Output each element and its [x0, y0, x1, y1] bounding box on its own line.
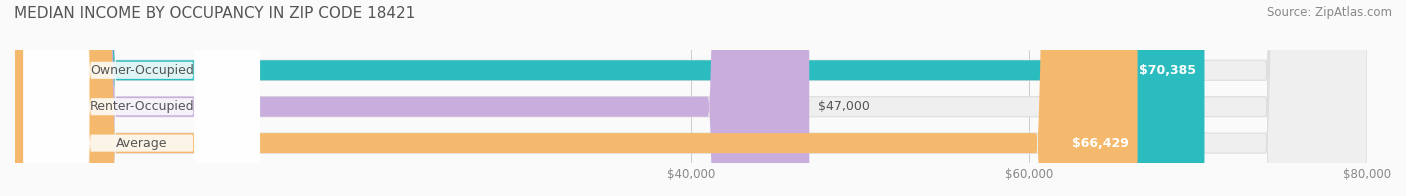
FancyBboxPatch shape — [15, 0, 1205, 196]
FancyBboxPatch shape — [24, 0, 260, 196]
Text: Average: Average — [115, 137, 167, 150]
FancyBboxPatch shape — [24, 0, 260, 196]
FancyBboxPatch shape — [15, 0, 1367, 196]
FancyBboxPatch shape — [15, 0, 810, 196]
FancyBboxPatch shape — [24, 0, 260, 196]
Text: Owner-Occupied: Owner-Occupied — [90, 64, 194, 77]
Text: $70,385: $70,385 — [1139, 64, 1197, 77]
FancyBboxPatch shape — [15, 0, 1137, 196]
Text: $47,000: $47,000 — [818, 100, 869, 113]
Text: Renter-Occupied: Renter-Occupied — [90, 100, 194, 113]
Text: $66,429: $66,429 — [1073, 137, 1129, 150]
FancyBboxPatch shape — [15, 0, 1367, 196]
Text: MEDIAN INCOME BY OCCUPANCY IN ZIP CODE 18421: MEDIAN INCOME BY OCCUPANCY IN ZIP CODE 1… — [14, 6, 415, 21]
FancyBboxPatch shape — [15, 0, 1367, 196]
Text: Source: ZipAtlas.com: Source: ZipAtlas.com — [1267, 6, 1392, 19]
